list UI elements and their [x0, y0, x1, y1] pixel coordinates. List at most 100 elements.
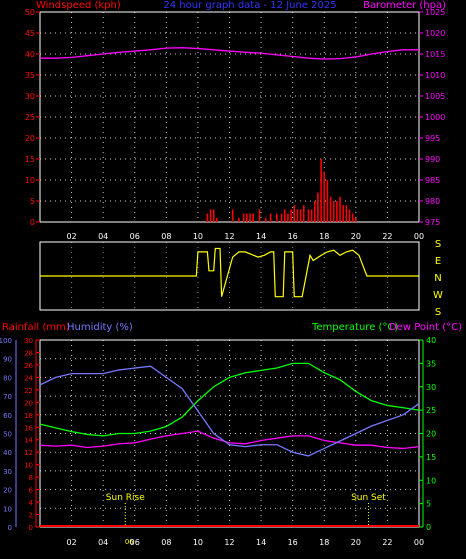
temperature-tick-label: 20: [426, 430, 436, 439]
temperature-tick-label: 10: [426, 476, 436, 485]
x-tick-label: 06: [130, 538, 140, 547]
temperature-axis-label: Temperature (°C): [311, 322, 398, 333]
wind-tick-label: 45: [25, 29, 35, 38]
x-tick-label: 14: [256, 232, 266, 241]
rainfall-tick-label: 8: [29, 474, 33, 482]
x-tick-label: 16: [288, 538, 298, 547]
pressure-tick-label: 985: [425, 176, 440, 185]
x-tick-label: 14: [256, 538, 266, 547]
pressure-tick-label: 980: [425, 197, 440, 206]
wind-tick-label: 0: [30, 218, 35, 227]
x-tick-label: 10: [193, 538, 203, 547]
pressure-tick-label: 990: [425, 155, 440, 164]
temperature-tick-label: 0: [426, 523, 431, 532]
humidity-tick-label: 10: [3, 505, 12, 513]
pressure-line: [40, 47, 419, 60]
pressure-axis-label: Barometer (hpa): [363, 0, 446, 11]
wind-axis-label: Windspeed (kph): [36, 0, 121, 11]
chart-marks: 0510152025303540455097598098599099510001…: [0, 8, 445, 547]
wind-tick-label: 25: [25, 113, 35, 122]
wind-tick-label: 40: [25, 50, 35, 59]
pressure-tick-label: 1025: [425, 8, 445, 17]
x-tick-label: 18: [319, 538, 329, 547]
x-tick-label: 18: [319, 232, 329, 241]
direction-label: S: [435, 307, 441, 318]
pressure-tick-label: 975: [425, 218, 440, 227]
rainfall-tick-label: 28: [24, 349, 33, 357]
wind-direction-line: [40, 247, 419, 298]
rainfall-tick-label: 20: [24, 399, 33, 407]
temperature-tick-label: 30: [426, 383, 436, 392]
humidity-tick-label: 30: [3, 468, 12, 476]
x-tick-label: 00: [414, 232, 424, 241]
direction-label: N: [434, 273, 441, 284]
temperature-tick-label: 25: [426, 406, 436, 415]
humidity-tick-label: 80: [3, 374, 12, 382]
pressure-tick-label: 1010: [425, 71, 445, 80]
direction-label: W: [433, 290, 443, 301]
wind-tick-label: 35: [25, 71, 35, 80]
humidity-tick-label: 50: [3, 431, 12, 439]
pressure-tick-label: 1000: [425, 113, 445, 122]
humidity-axis-label: Humidity (%): [67, 322, 133, 333]
rainfall-tick-label: 18: [24, 412, 33, 420]
x-tick-label: 08: [161, 232, 171, 241]
x-tick-label: 12: [224, 232, 234, 241]
wind-tick-label: 5: [30, 197, 35, 206]
wind-tick-label: 30: [25, 92, 35, 101]
humidity-tick-label: 0: [8, 524, 12, 532]
pressure-tick-label: 1005: [425, 92, 445, 101]
rainfall-tick-label: 2: [29, 512, 33, 520]
rainfall-tick-label: 6: [29, 487, 34, 495]
rainfall-tick-label: 4: [29, 499, 34, 507]
x-tick-label: 04: [98, 232, 108, 241]
x-tick-label: 22: [382, 232, 392, 241]
humidity-tick-label: 90: [3, 356, 12, 364]
pressure-tick-label: 1020: [425, 29, 445, 38]
wind-tick-label: 20: [25, 134, 35, 143]
direction-label: E: [435, 256, 441, 267]
pressure-tick-label: 995: [425, 134, 440, 143]
dewpoint-axis-label: Dew Point (°C): [389, 322, 462, 333]
sunset-label: Sun Set: [351, 493, 386, 503]
temperature-tick-label: 40: [426, 336, 436, 345]
rainfall-tick-label: 10: [24, 462, 33, 470]
rainfall-axis-label: Rainfall (mm): [2, 322, 70, 333]
humidity-tick-label: 40: [3, 449, 12, 457]
sunrise-hour-label: 06: [125, 538, 134, 546]
rainfall-tick-label: 26: [24, 362, 33, 370]
dewpoint-line: [39, 430, 420, 450]
rainfall-tick-label: 14: [24, 437, 33, 445]
rainfall-tick-label: 22: [24, 387, 33, 395]
humidity-tick-label: 100: [0, 337, 12, 345]
humidity-tick-label: 60: [3, 412, 12, 420]
x-tick-label: 00: [414, 538, 424, 547]
x-tick-label: 04: [98, 538, 108, 547]
pressure-tick-label: 1015: [425, 50, 445, 59]
chart-title: 24 hour graph data - 12 June 2025: [163, 0, 336, 11]
wind-tick-label: 50: [25, 8, 35, 17]
x-tick-label: 20: [351, 538, 361, 547]
sunrise-label: Sun Rise: [106, 493, 145, 503]
temperature-line: [39, 362, 420, 437]
rainfall-tick-label: 16: [24, 424, 33, 432]
x-tick-label: 06: [130, 232, 140, 241]
x-tick-label: 08: [161, 538, 171, 547]
temperature-tick-label: 15: [426, 453, 436, 462]
x-tick-label: 02: [66, 538, 76, 547]
x-tick-label: 16: [288, 232, 298, 241]
humidity-tick-label: 20: [3, 487, 12, 495]
x-tick-label: 22: [382, 538, 392, 547]
x-tick-label: 12: [224, 538, 234, 547]
x-tick-label: 10: [193, 232, 203, 241]
rainfall-tick-label: 24: [24, 374, 33, 382]
humidity-line: [39, 365, 420, 457]
rainfall-tick-label: 0: [29, 524, 33, 532]
rainfall-tick-label: 12: [24, 449, 33, 457]
temperature-tick-label: 5: [426, 500, 431, 509]
x-tick-label: 20: [351, 232, 361, 241]
wind-tick-label: 15: [25, 155, 35, 164]
temperature-tick-label: 35: [426, 359, 436, 368]
